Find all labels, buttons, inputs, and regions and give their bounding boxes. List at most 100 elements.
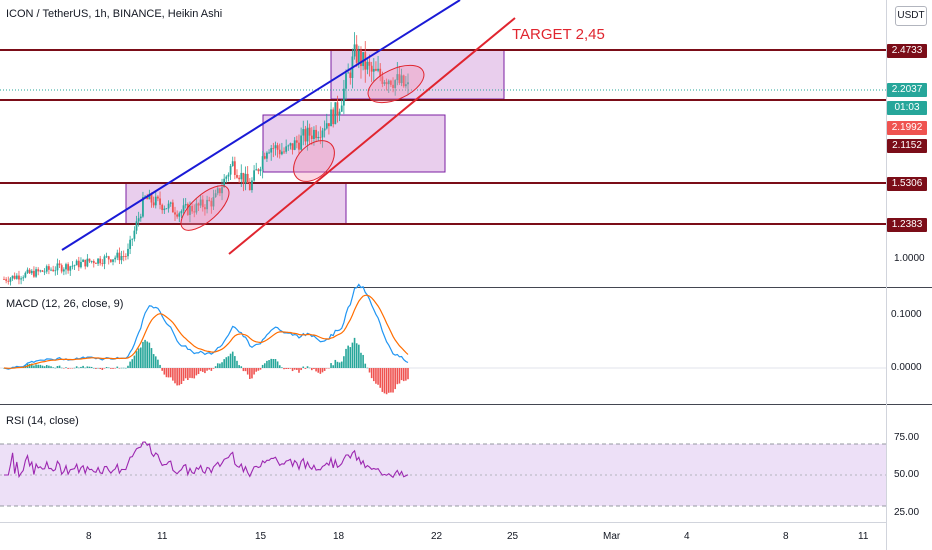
candle-body <box>261 156 264 170</box>
macd-title[interactable]: MACD (12, 26, close, 9) <box>6 298 124 310</box>
candle-body <box>67 264 70 271</box>
target-annotation[interactable]: TARGET 2,45 <box>512 26 605 43</box>
macd-hist-bar <box>182 368 185 381</box>
macd-hist-bar <box>28 363 31 368</box>
candle-body <box>216 188 219 194</box>
macd-hist-bar <box>84 367 87 369</box>
candle-body <box>366 61 369 70</box>
candle-body <box>244 173 247 184</box>
candle-body <box>5 279 8 281</box>
candle-body <box>56 263 59 271</box>
macd-hist-bar <box>238 365 240 368</box>
candle-body <box>362 52 365 67</box>
price-tag-2-4733: 2.4733 <box>887 44 927 58</box>
macd-hist-bar <box>201 368 204 372</box>
candle-body <box>280 151 283 155</box>
candle-body <box>340 105 343 112</box>
macd-hist-bar <box>73 367 76 369</box>
candle-body <box>253 170 255 181</box>
time-tick-4: 4 <box>684 531 690 542</box>
channel-lower-line[interactable] <box>228 17 516 255</box>
candle-body <box>41 270 44 272</box>
macd-hist-bar <box>37 364 40 368</box>
macd-hist-bar <box>234 356 236 368</box>
macd-hist-bar <box>161 368 163 371</box>
macd-hist-bar <box>253 368 255 375</box>
candle-body <box>310 135 313 139</box>
macd-hist-bar <box>154 356 157 368</box>
macd-hist-bar <box>67 368 69 369</box>
macd-hist-bar <box>375 368 377 384</box>
candle-body <box>13 275 16 279</box>
candle-body <box>338 111 341 116</box>
candle-body <box>336 102 339 116</box>
candle-body <box>218 188 221 194</box>
candle-body <box>372 68 375 72</box>
candle-body <box>293 140 296 150</box>
symbol-title[interactable]: ICON / TetherUS, 1h, BINANCE, Heikin Ash… <box>6 8 223 20</box>
macd-hist-bar <box>184 368 187 379</box>
candle-body <box>321 130 324 138</box>
price-tag-1-5306: 1.5306 <box>887 177 927 191</box>
macd-hist-bar <box>383 368 386 394</box>
candle-body <box>383 82 386 84</box>
candle-body <box>62 269 65 272</box>
candle-body <box>22 277 25 279</box>
macd-hist-bar <box>398 368 401 384</box>
candle-body <box>364 52 367 70</box>
macd-hist-bar <box>114 368 116 369</box>
channel-upper-line[interactable] <box>61 0 461 251</box>
macd-hist-bar <box>165 368 168 378</box>
level-lines[interactable] <box>0 49 886 225</box>
candle-body <box>368 61 371 66</box>
candle-body <box>131 238 134 240</box>
candle-body <box>246 173 249 184</box>
candle-body <box>398 74 401 84</box>
macd-hist-bar <box>266 360 268 368</box>
currency-button[interactable]: USDT <box>895 6 927 26</box>
candle-body <box>387 80 390 85</box>
macd-hist-bar <box>48 365 50 368</box>
rsi-title[interactable]: RSI (14, close) <box>6 415 79 427</box>
macd-hist-bar <box>281 367 283 368</box>
candle-body <box>88 258 91 262</box>
macd-hist-bar <box>193 368 196 379</box>
macd-hist-bar <box>296 368 298 370</box>
macd-hist-bar <box>152 354 155 368</box>
macd-hist-bar <box>97 367 99 369</box>
macd-hist-bar <box>291 368 294 372</box>
macd-hist-bar <box>334 359 337 368</box>
macd-hist-bar <box>80 366 82 368</box>
macd-hist-bar <box>131 359 134 368</box>
candle-body <box>133 230 136 239</box>
macd-hist-bar <box>63 368 65 369</box>
macd-hist-bar <box>257 368 260 371</box>
candle-body <box>92 260 95 264</box>
macd-hist-bar <box>95 368 97 369</box>
candle-body <box>199 199 202 206</box>
zones <box>125 49 505 225</box>
candle-body <box>150 193 153 203</box>
macd-hist-bar <box>199 368 202 372</box>
candle-body <box>118 252 121 261</box>
rsi-tick-50: 50.00 <box>894 469 920 480</box>
ellipses <box>180 64 425 231</box>
candle-body <box>107 256 110 260</box>
candle-body <box>360 50 362 67</box>
candle-body <box>33 270 35 277</box>
candle-body <box>197 203 200 206</box>
candle-body <box>176 214 179 217</box>
candle-body <box>342 88 345 106</box>
candle-body <box>161 204 164 211</box>
macd-hist-bar <box>169 368 172 378</box>
time-tick-8: 8 <box>86 531 92 542</box>
candle-body <box>148 193 151 200</box>
candle-body <box>43 271 46 273</box>
candle-body <box>39 270 42 272</box>
macd-hist-bar <box>345 348 347 368</box>
candle-body <box>90 260 93 262</box>
macd-hist-bar <box>129 361 131 368</box>
macd-hist-bar <box>35 364 37 368</box>
macd-hist-bar <box>101 368 104 370</box>
